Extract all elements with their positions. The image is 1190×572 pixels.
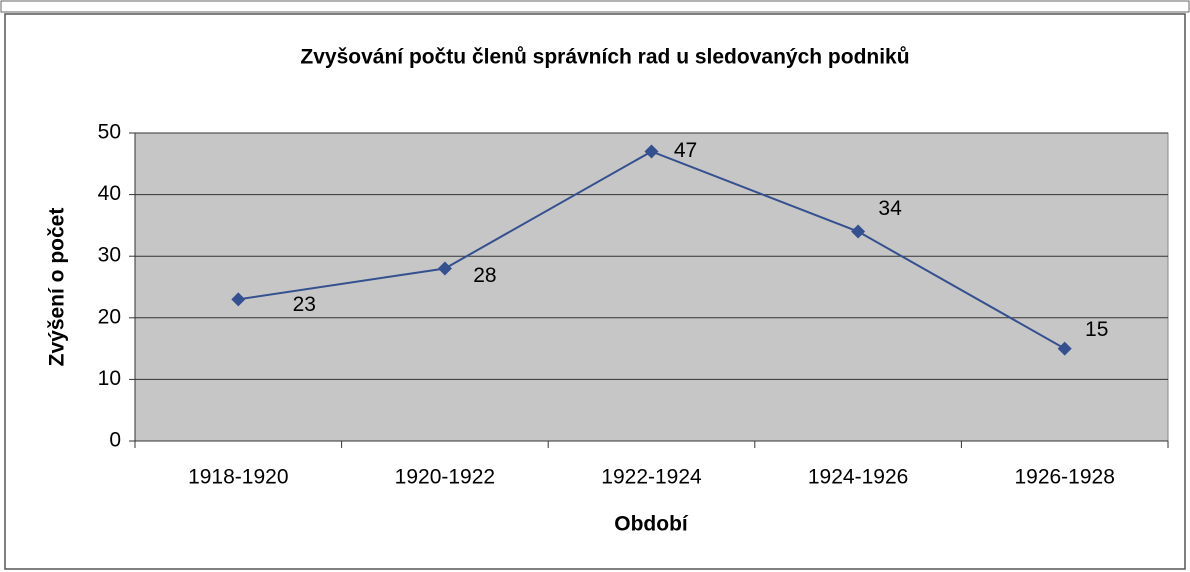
y-tick-label: 40 <box>98 182 121 205</box>
data-label: 23 <box>293 293 316 316</box>
chart-title: Zvyšování počtu členů správních rad u sl… <box>300 46 909 69</box>
data-label: 15 <box>1085 318 1108 341</box>
data-label: 28 <box>473 264 496 287</box>
y-tick-label: 0 <box>109 429 121 452</box>
data-label: 34 <box>878 197 902 220</box>
data-point <box>851 224 866 239</box>
plot-area <box>134 132 1169 442</box>
y-axis-label: Zvýšení o počet <box>46 208 69 367</box>
x-tick-label: 1926-1928 <box>1014 466 1114 489</box>
x-tick-label: 1924-1926 <box>808 466 908 489</box>
y-tick-label: 20 <box>98 305 121 328</box>
x-tick-label: 1920-1922 <box>395 466 495 489</box>
x-axis-label: Období <box>614 513 689 536</box>
data-point <box>437 261 452 276</box>
data-point <box>644 144 659 159</box>
y-tick-label: 30 <box>98 244 121 267</box>
y-tick-label: 50 <box>98 121 121 144</box>
data-point <box>1057 341 1072 356</box>
data-point <box>231 292 246 307</box>
x-tick-label: 1922-1924 <box>601 466 702 489</box>
data-label: 47 <box>674 139 697 162</box>
frame-top <box>0 0 1190 13</box>
x-tick-label: 1918-1920 <box>188 466 288 489</box>
y-tick-label: 10 <box>98 367 121 390</box>
